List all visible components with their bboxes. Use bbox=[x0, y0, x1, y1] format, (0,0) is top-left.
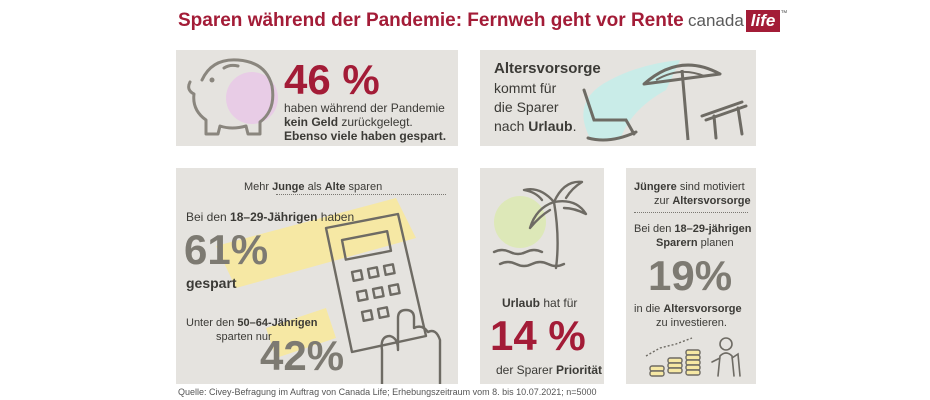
logo-brand-accent: life bbox=[745, 10, 781, 32]
panel-younger: Jüngere sind motiviert zur Altersvorsorg… bbox=[626, 168, 756, 384]
panel-young-old: Mehr Junge als Alte sparen Bei den 18–29… bbox=[176, 168, 458, 384]
vacation-line-1: Urlaub hat für bbox=[502, 296, 577, 311]
coin-stacks-icon bbox=[645, 337, 741, 377]
beach-umbrella-icon bbox=[582, 60, 748, 142]
younger-head-1: Jüngere sind motiviert bbox=[634, 180, 745, 195]
younger-body-3-bold: Altersvorsorge bbox=[663, 303, 742, 315]
younger-head-1-bold: Jüngere bbox=[634, 181, 677, 193]
logo-brand-text: canada bbox=[688, 11, 744, 30]
young-line-bold: 18–29-Jährigen bbox=[230, 210, 318, 224]
old-percent: 42% bbox=[260, 332, 345, 379]
panel-vacation: Urlaub hat für 14 % der Sparer Priorität bbox=[480, 168, 604, 384]
vacation-line-1-rest: hat für bbox=[540, 296, 578, 310]
vacation-line-3: der Sparer Priorität bbox=[496, 363, 602, 378]
calculator-icon bbox=[216, 198, 442, 384]
retirement-line-4: nach Urlaub. bbox=[494, 117, 576, 135]
younger-body-4: zu investieren. bbox=[656, 317, 727, 329]
younger-body-2-rest: planen bbox=[697, 237, 734, 249]
younger-head-2-bold: Altersvorsorge bbox=[672, 195, 751, 207]
panel-savings: 46 % haben während der Pandemie kein Gel… bbox=[176, 50, 458, 146]
young-old-head-post: sparen bbox=[345, 181, 383, 193]
retirement-line-1: Altersvorsorge bbox=[494, 60, 601, 78]
young-percent: 61% bbox=[184, 226, 269, 273]
brand-logo: canada life ™ bbox=[688, 10, 787, 32]
old-line-2: sparten nur bbox=[216, 331, 272, 343]
young-label-bold: gespart bbox=[186, 275, 237, 291]
savings-line-2-rest: zurückgelegt. bbox=[338, 115, 413, 129]
vacation-percent: 14 % bbox=[490, 312, 586, 359]
retirement-line-4-pre: nach bbox=[494, 118, 529, 134]
young-old-head-mid: als bbox=[304, 181, 325, 193]
younger-head-1-rest: sind motiviert bbox=[676, 181, 745, 193]
source-note: Quelle: Civey-Befragung im Auftrag von C… bbox=[178, 387, 597, 397]
younger-body-1: Bei den 18–29-jährigen bbox=[634, 222, 751, 237]
younger-body-2: Sparern planen bbox=[656, 236, 734, 251]
retirement-line-4-post: . bbox=[572, 118, 577, 134]
page-title: Sparen während der Pandemie: Fernweh geh… bbox=[178, 10, 684, 31]
younger-body-2-bold: Sparern bbox=[656, 237, 698, 249]
younger-body-3: in die Altersvorsorge bbox=[634, 302, 742, 317]
young-old-head-bold-1: Junge bbox=[272, 181, 305, 193]
vacation-line-1-bold: Urlaub bbox=[502, 296, 541, 310]
young-label: gespart bbox=[186, 276, 237, 291]
old-line-pre: Unter den bbox=[186, 317, 238, 329]
young-old-head-pre: Mehr bbox=[244, 181, 273, 193]
young-line-post: haben bbox=[317, 210, 355, 224]
old-line-1: Unter den 50–64-Jährigen bbox=[186, 316, 317, 331]
younger-head-2: zur Altersvorsorge bbox=[654, 194, 751, 209]
younger-body-1-bold: 18–29-jährigen bbox=[674, 223, 752, 235]
younger-head-2-pre: zur bbox=[654, 195, 673, 207]
savings-line-1: haben während der Pandemie bbox=[284, 101, 445, 115]
savings-line-3-bold: Ebenso viele haben gespart. bbox=[284, 129, 447, 143]
palm-tree-icon bbox=[492, 180, 588, 270]
young-line: Bei den 18–29-Jährigen haben bbox=[186, 210, 354, 225]
piggy-bank-icon bbox=[187, 58, 278, 136]
retirement-line-4-bold: Urlaub bbox=[528, 118, 573, 134]
savings-line-2: kein Geld zurückgelegt. bbox=[284, 115, 413, 130]
panel-retirement: Altersvorsorge kommt für die Sparer nach… bbox=[480, 50, 756, 146]
savings-line-3: Ebenso viele haben gespart. bbox=[284, 129, 446, 144]
young-old-divider bbox=[276, 194, 446, 195]
retirement-line-1-bold: Altersvorsorge bbox=[494, 60, 601, 77]
young-old-head-bold-2: Alte bbox=[324, 181, 346, 193]
savings-percent: 46 % bbox=[284, 56, 380, 103]
old-line-bold: 50–64-Jährigen bbox=[237, 317, 318, 329]
young-old-head: Mehr Junge als Alte sparen bbox=[244, 180, 382, 195]
retirement-line-2: kommt für bbox=[494, 80, 557, 96]
younger-body-3-pre: in die bbox=[634, 303, 664, 315]
younger-percent: 19% bbox=[648, 252, 733, 299]
younger-body-1-pre: Bei den bbox=[634, 223, 675, 235]
vacation-line-3-bold: Priorität bbox=[556, 363, 603, 377]
retirement-line-3: die Sparer bbox=[494, 99, 559, 115]
logo-trademark: ™ bbox=[780, 10, 788, 17]
younger-divider bbox=[634, 212, 748, 213]
savings-line-2-bold: kein Geld bbox=[284, 115, 339, 129]
vacation-line-3-pre: der Sparer bbox=[496, 363, 557, 377]
young-line-pre: Bei den bbox=[186, 210, 231, 224]
